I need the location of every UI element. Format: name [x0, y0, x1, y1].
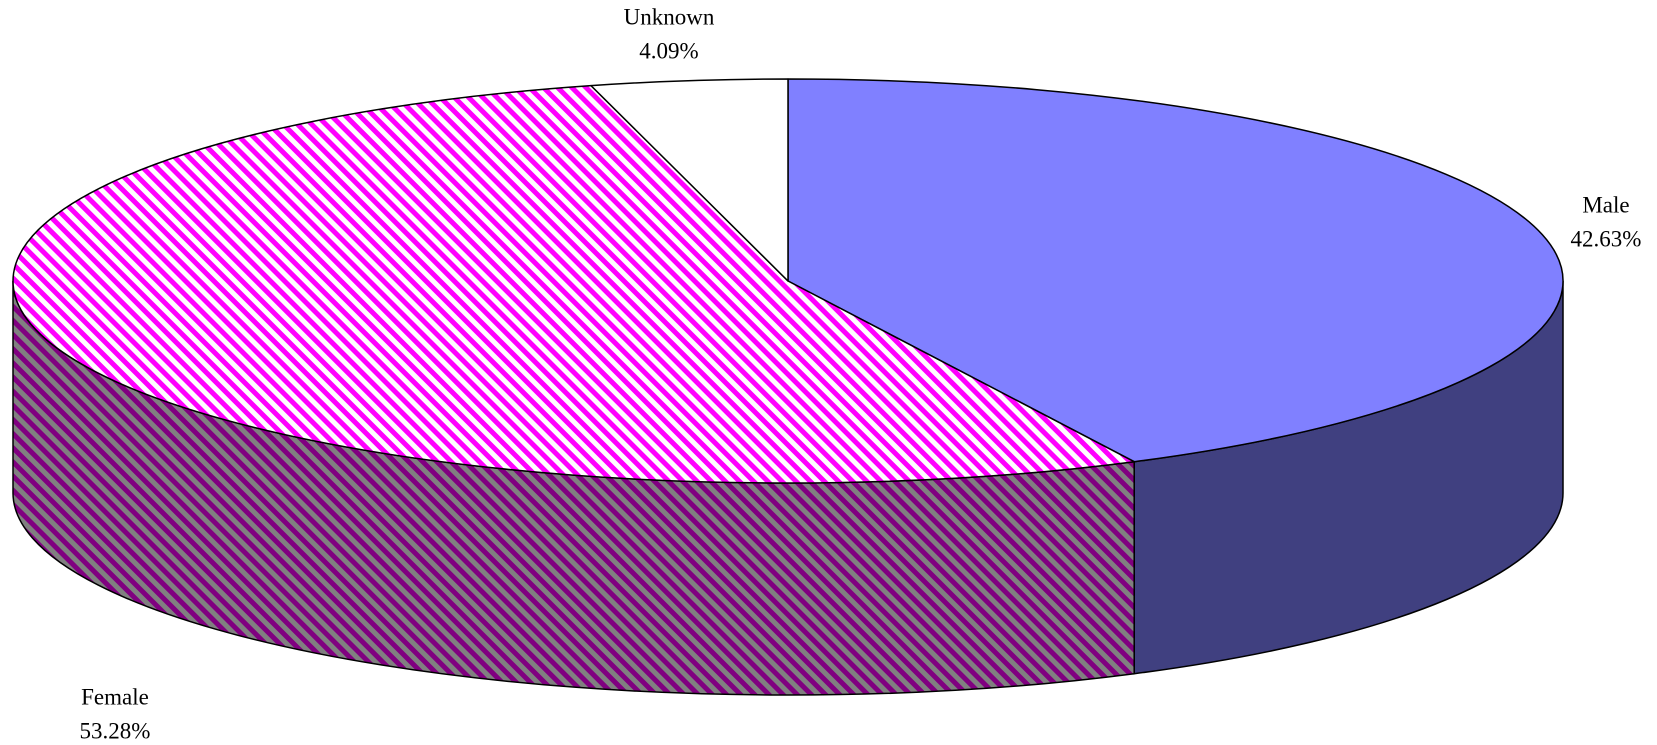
slice-label: Female	[81, 684, 149, 709]
pie-slice	[12, 84, 1135, 484]
pie-slice	[787, 78, 1564, 463]
pie-slice	[590, 78, 789, 282]
slice-value-label: 4.09%	[639, 38, 698, 63]
slice-value-label: 53.28%	[80, 718, 151, 743]
slice-label: Male	[1582, 192, 1629, 217]
slice-label: Unknown	[624, 4, 715, 29]
slice-value-label: 42.63%	[1571, 226, 1642, 251]
